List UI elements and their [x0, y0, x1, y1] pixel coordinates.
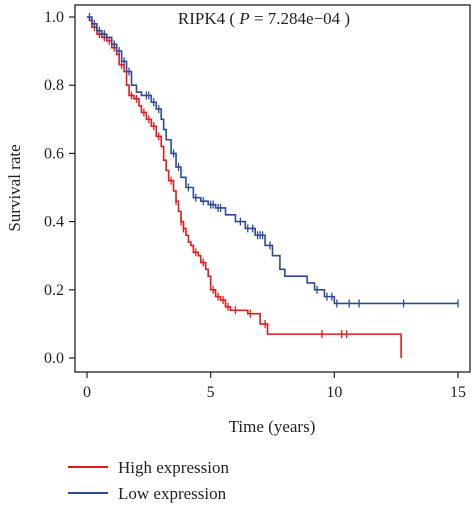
- p-value: 7.284e−04: [268, 9, 341, 28]
- legend-label-low: Low expression: [118, 484, 227, 503]
- y-tick-label: 0.0: [44, 350, 64, 367]
- survival-curve-high: [87, 16, 402, 358]
- x-axis-label: Time (years): [229, 417, 316, 436]
- annotation-open-paren: (: [229, 9, 235, 28]
- legend-label-high: High expression: [118, 458, 229, 477]
- survival-curves: [87, 13, 459, 358]
- y-tick-label: 1.0: [44, 9, 64, 26]
- annotation-equals: =: [254, 9, 268, 28]
- gene-p-value-annotation: RIPK4 ( P = 7.284e−04 ): [178, 9, 350, 28]
- p-label: P: [238, 9, 249, 28]
- y-axis-label: Survival rate: [5, 144, 24, 231]
- survival-curve-low: [87, 16, 458, 305]
- gene-label: RIPK4: [178, 9, 226, 28]
- axis-ticks: 0 5 10 15 0.0 0.2 0.4 0.6 0.8 1.0: [44, 9, 466, 401]
- y-tick-label: 0.6: [44, 145, 64, 162]
- x-tick-label: 5: [207, 384, 215, 401]
- plot-area-frame: [74, 4, 471, 373]
- annotation-close-paren: ): [344, 9, 350, 28]
- y-tick-label: 0.2: [44, 282, 64, 299]
- x-tick-label: 0: [83, 384, 91, 401]
- x-tick-label: 10: [326, 384, 342, 401]
- y-tick-label: 0.8: [44, 77, 64, 94]
- y-tick-label: 0.4: [44, 214, 64, 231]
- x-tick-label: 15: [450, 384, 466, 401]
- legend: High expression Low expression: [68, 458, 229, 503]
